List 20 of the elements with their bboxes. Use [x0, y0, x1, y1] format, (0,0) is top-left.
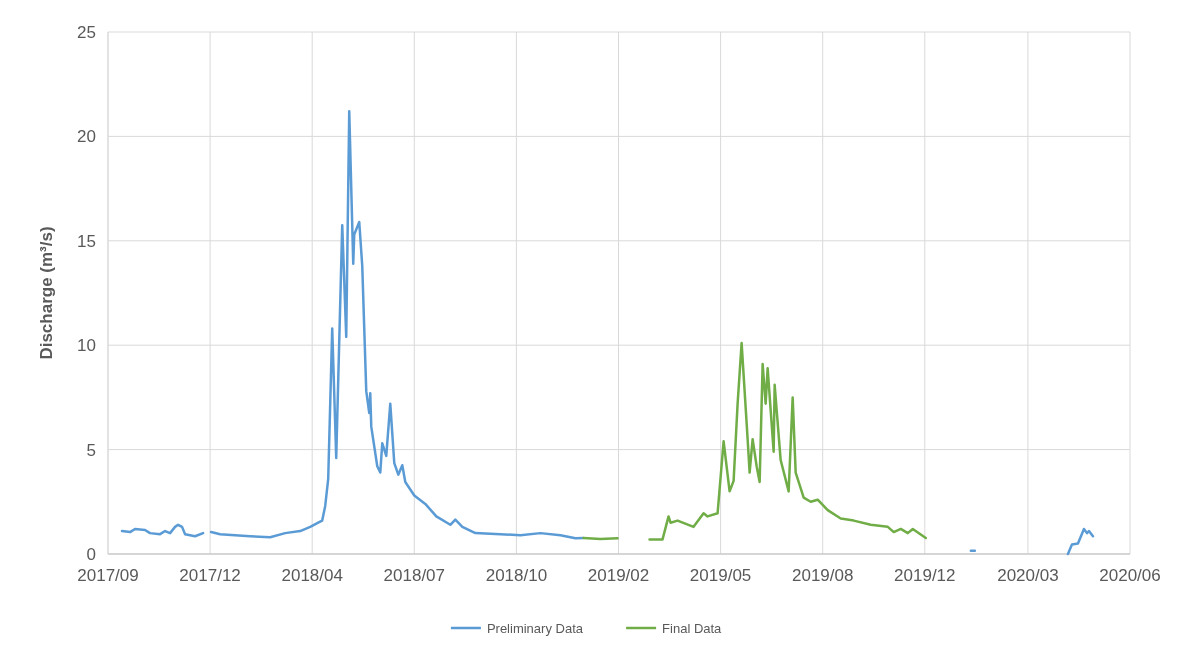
y-tick-label: 15 — [77, 231, 96, 251]
x-tick-label: 2020/03 — [997, 566, 1059, 585]
x-tick-label: 2018/07 — [383, 566, 446, 585]
y-tick-label: 5 — [86, 440, 96, 460]
x-tick-label: 2019/12 — [894, 566, 956, 585]
x-tick-label: 2019/08 — [791, 566, 854, 585]
y-tick-label: 10 — [77, 336, 96, 356]
y-axis-title: Discharge (m³/s) — [37, 226, 56, 360]
x-tick-label: 2020/06 — [1099, 566, 1161, 585]
x-tick-label: 2017/09 — [77, 566, 139, 585]
x-tick-label: 2017/12 — [179, 566, 241, 585]
legend-label: Final Data — [662, 620, 723, 636]
legend-label: Preliminary Data — [486, 620, 584, 636]
x-tick-label: 2019/02 — [587, 566, 650, 585]
y-tick-label: 25 — [77, 23, 96, 42]
y-tick-label: 0 — [86, 545, 96, 564]
x-tick-label: 2019/05 — [689, 566, 752, 585]
x-tick-label: 2018/04 — [281, 566, 343, 585]
y-tick-label: 20 — [77, 127, 96, 147]
x-tick-label: 2018/10 — [485, 566, 548, 585]
